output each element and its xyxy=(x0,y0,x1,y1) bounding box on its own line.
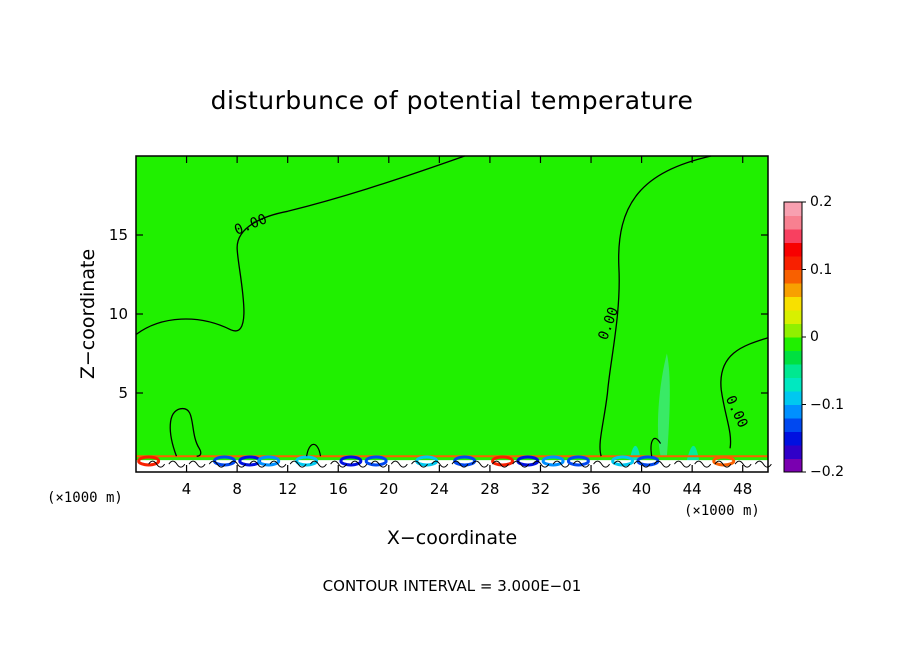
colorbar-label: −0.2 xyxy=(810,464,844,480)
x-axis-label: X−coordinate xyxy=(386,527,518,549)
surface-contour xyxy=(330,460,348,468)
contour-line xyxy=(169,408,202,457)
contour-line xyxy=(650,437,662,457)
y-tick-label: 5 xyxy=(118,384,128,402)
colorbar-swatch xyxy=(784,350,802,365)
surface-blob xyxy=(491,455,515,467)
colorbar-swatch xyxy=(784,202,802,216)
colorbar-swatch xyxy=(784,256,802,270)
surface-blob xyxy=(339,455,363,467)
colorbar-swatch xyxy=(784,431,802,446)
colorbar-swatch xyxy=(784,391,802,405)
surface-contour xyxy=(249,460,267,468)
surface-contour xyxy=(411,460,428,468)
disturbance-patch xyxy=(657,353,670,457)
y-tick-label: 15 xyxy=(108,226,128,244)
surface-contour xyxy=(269,460,287,468)
colorbar-swatch xyxy=(784,242,802,257)
colorbar-label: 0 xyxy=(810,329,819,345)
surface-contour xyxy=(734,460,752,468)
surface-contour xyxy=(451,460,469,468)
x-tick-label: 12 xyxy=(278,480,298,498)
chart-title: disturbunce of potential temperature xyxy=(210,86,694,115)
surface-contour xyxy=(168,460,186,468)
x-tick-label: 16 xyxy=(328,480,348,498)
surface-contour xyxy=(431,460,449,468)
surface-contour xyxy=(188,460,206,468)
surface-contour xyxy=(492,460,509,468)
x-unit-label-right: (×1000 m) xyxy=(684,503,760,519)
colorbar-swatch xyxy=(784,296,802,311)
x-tick-label: 20 xyxy=(379,480,399,498)
colorbar-label: −0.1 xyxy=(810,396,844,413)
surface-contour xyxy=(633,460,651,468)
colorbar-swatch xyxy=(784,418,802,432)
surface-contour xyxy=(552,460,570,468)
surface-contour xyxy=(350,460,368,468)
surface-blob xyxy=(364,455,388,467)
surface-contour xyxy=(289,460,307,468)
colorbar-swatch xyxy=(784,215,802,230)
surface-contour xyxy=(714,460,732,468)
surface-contour xyxy=(471,460,489,468)
surface-contour xyxy=(572,460,590,468)
colorbar-swatch xyxy=(784,323,802,338)
x-tick-label: 44 xyxy=(682,480,702,498)
x-tick-label: 40 xyxy=(632,480,652,498)
surface-contour xyxy=(229,460,246,468)
colorbar-swatch xyxy=(784,283,802,297)
colorbar-swatch xyxy=(784,404,802,419)
x-unit-label-left: (×1000 m) xyxy=(47,490,123,506)
colorbar-label: 0.2 xyxy=(810,194,833,210)
colorbar-swatch xyxy=(784,364,802,378)
field-fill xyxy=(136,156,768,472)
colorbar-swatch xyxy=(784,458,802,473)
surface-blob xyxy=(541,455,565,467)
colorbar-swatch xyxy=(784,229,802,243)
surface-contour xyxy=(694,460,712,468)
surface-contour xyxy=(674,460,691,468)
surface-contour xyxy=(754,460,772,468)
x-tick-label: 36 xyxy=(581,480,601,498)
colorbar-swatch xyxy=(784,310,802,324)
colorbar-swatch xyxy=(784,377,802,392)
contour-line xyxy=(599,155,712,457)
surface-contour xyxy=(390,460,408,468)
disturbance-patch xyxy=(685,445,700,465)
surface-contour xyxy=(532,460,550,468)
surface-contour xyxy=(653,460,671,468)
y-tick-label: 10 xyxy=(108,305,128,323)
contour-interval-note: CONTOUR INTERVAL = 3.000E−01 xyxy=(322,577,582,595)
surface-blob xyxy=(295,455,319,467)
surface-contour xyxy=(593,460,610,468)
surface-contour xyxy=(208,460,226,468)
colorbar-swatch xyxy=(784,269,802,284)
surface-contour xyxy=(370,460,388,468)
surface-blob xyxy=(566,455,590,467)
surface-contour xyxy=(512,460,530,468)
colorbar-swatch xyxy=(784,337,802,351)
surface-blob xyxy=(137,455,161,467)
colorbar-label: 0.1 xyxy=(810,261,833,278)
surface-contour xyxy=(310,460,327,468)
surface-blob xyxy=(257,455,281,467)
colorbar-swatch xyxy=(784,445,802,459)
x-tick-label: 32 xyxy=(530,480,551,498)
contour-line xyxy=(135,155,465,336)
x-tick-label: 24 xyxy=(429,480,449,498)
contour-line xyxy=(720,337,769,449)
x-tick-label: 28 xyxy=(480,480,500,498)
x-tick-label: 48 xyxy=(733,480,753,498)
x-tick-label: 4 xyxy=(181,480,192,498)
x-tick-label: 8 xyxy=(232,480,242,498)
surface-layer xyxy=(136,460,768,472)
surface-contour xyxy=(613,460,631,468)
surface-contour xyxy=(148,460,166,468)
contour-line xyxy=(306,443,322,457)
